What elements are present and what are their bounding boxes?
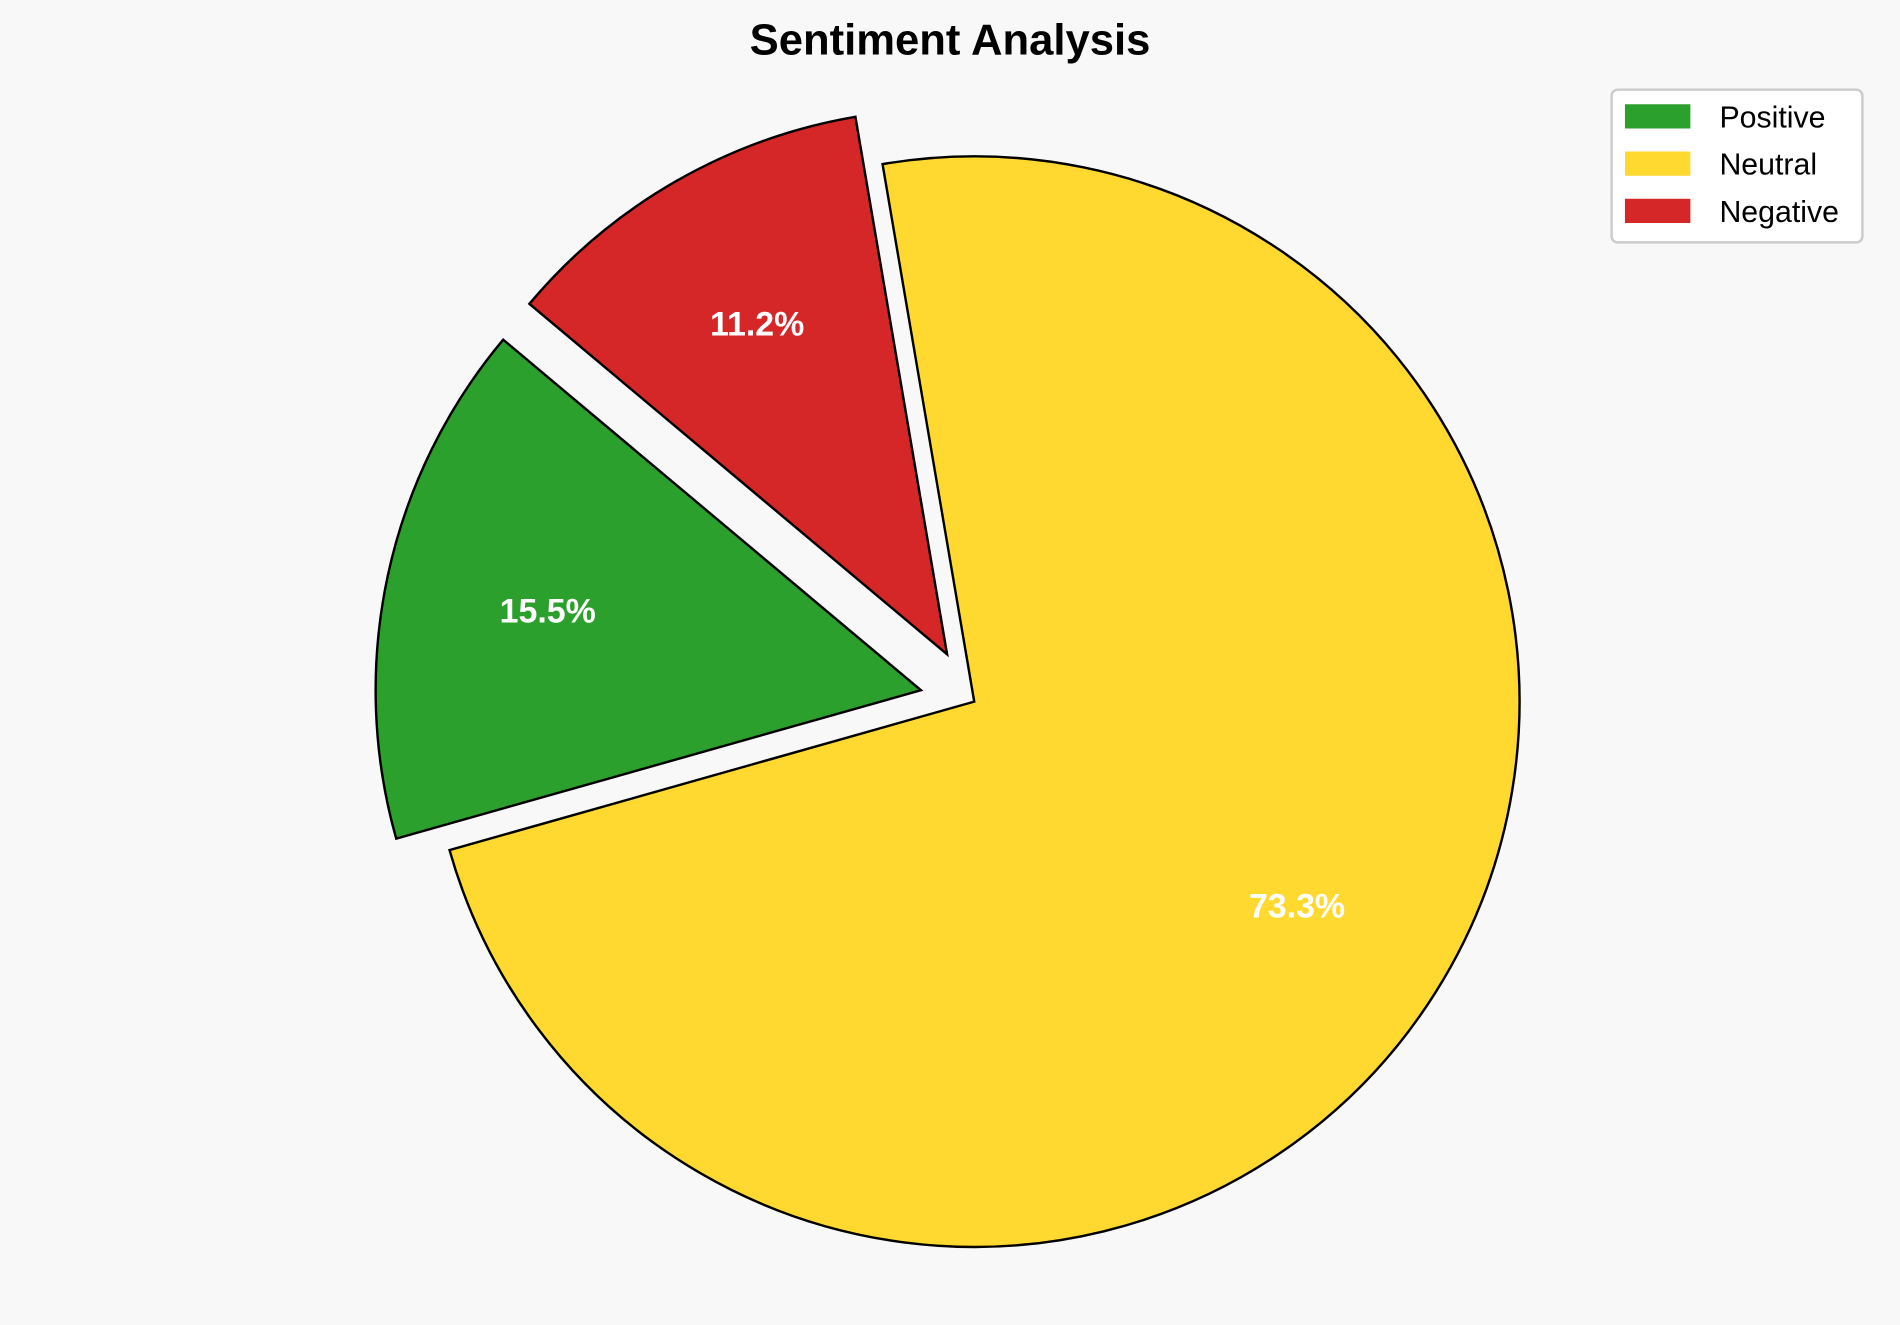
- slice-label-negative: 11.2%: [710, 305, 804, 343]
- legend-swatch-negative: [1624, 198, 1691, 224]
- slice-negative: [527, 115, 949, 658]
- slice-labels: 15.5% 73.3% 11.2%: [500, 305, 1345, 925]
- legend: Positive Neutral Negative: [1610, 88, 1864, 244]
- legend-label-neutral: Neutral: [1719, 149, 1817, 182]
- slice-neutral: [448, 155, 1521, 1249]
- slice-label-neutral: 73.3%: [1249, 887, 1345, 925]
- legend-label-negative: Negative: [1719, 196, 1839, 229]
- slices: [374, 115, 1521, 1249]
- slice-label-positive: 15.5%: [500, 592, 596, 630]
- chart-title: Sentiment Analysis: [750, 17, 1151, 65]
- legend-swatch-positive: [1624, 104, 1691, 129]
- slice-positive: [374, 338, 924, 841]
- legend-swatch-neutral: [1624, 151, 1691, 176]
- legend-label-positive: Positive: [1719, 101, 1825, 134]
